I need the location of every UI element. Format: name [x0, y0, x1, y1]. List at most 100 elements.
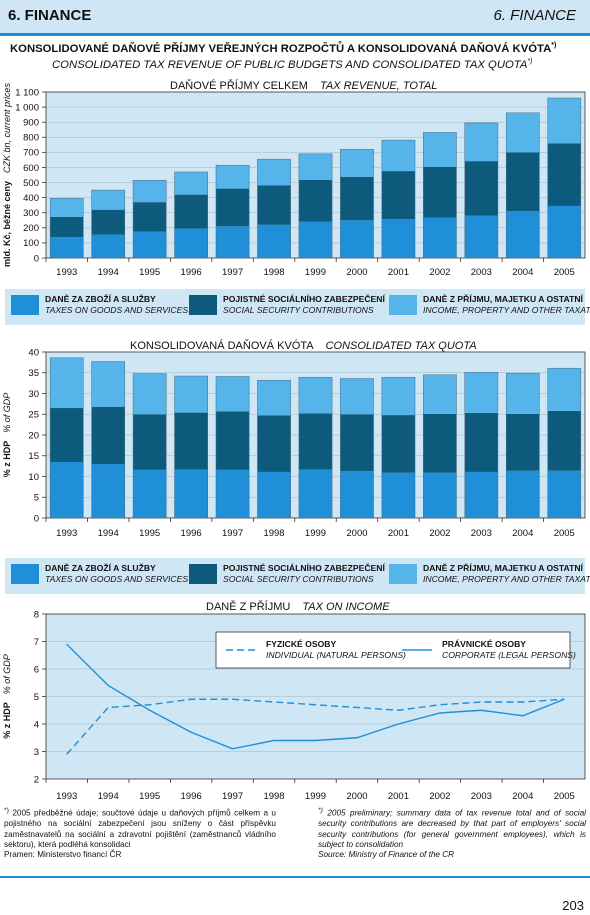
x-tick-label: 2004	[512, 791, 533, 802]
bar-segment	[340, 471, 374, 518]
bar-outline	[464, 372, 499, 519]
page-number: 203	[562, 898, 584, 913]
bar-segment	[506, 152, 540, 212]
bar-segment	[381, 472, 416, 518]
y-tick-label: 30	[28, 389, 39, 400]
bar-outline	[49, 198, 84, 259]
x-tick-label: 1999	[305, 528, 326, 539]
bar-segment	[91, 234, 125, 258]
x-tick-label: 2001	[388, 267, 409, 278]
bar-segment	[215, 165, 250, 189]
legend-label-cz: DANĚ ZA ZBOŽÍ A SLUŽBY	[45, 294, 156, 304]
y-tick-label: 7	[34, 637, 39, 648]
bar-outline	[547, 97, 582, 259]
bar-segment	[340, 378, 374, 415]
x-tick-label: 1995	[139, 528, 160, 539]
x-tick-label: 2003	[471, 528, 492, 539]
bar-outline	[49, 357, 84, 519]
bar-segment	[547, 143, 581, 206]
y-tick-label: 3	[34, 747, 39, 758]
bar-segment	[91, 464, 125, 518]
bar-segment	[464, 413, 498, 472]
bar-outline	[464, 122, 499, 259]
bar-segment	[133, 469, 167, 518]
bar-outline	[132, 373, 167, 519]
x-tick-label: 2000	[346, 528, 367, 539]
legend-label-en: INCOME, PROPERTY AND OTHER TAXATION	[423, 305, 590, 315]
x-tick-label: 1994	[98, 528, 119, 539]
bar-segment	[547, 410, 581, 471]
x-tick-label: 1998	[263, 791, 284, 802]
bar-segment	[423, 166, 457, 218]
legend-label-cz: FYZICKÉ OSOBY	[266, 639, 336, 649]
legend-label-cz: POJISTNÉ SOCIÁLNÍHO ZABEZPEČENÍ	[223, 294, 385, 304]
y-tick-label: 25	[28, 410, 39, 421]
x-tick-label: 1995	[139, 791, 160, 802]
y-tick-label: 500	[23, 178, 39, 189]
bar-segment	[506, 211, 540, 258]
bar-segment	[298, 469, 333, 518]
y-tick-label: 20	[28, 430, 39, 441]
x-tick-label: 1999	[305, 791, 326, 802]
y-tick-label: 4	[34, 719, 39, 730]
bar-outline	[91, 361, 126, 519]
bar-outline	[423, 374, 457, 519]
y-tick-label: 15	[28, 451, 39, 462]
x-tick-label: 1994	[98, 791, 119, 802]
legend-swatch	[11, 564, 39, 584]
x-tick-label: 2005	[554, 791, 575, 802]
bar-segment	[423, 413, 457, 473]
bar-segment	[215, 469, 250, 518]
header-divider	[0, 33, 590, 36]
y-axis-label-en: % of GDP	[2, 393, 12, 433]
legend-swatch	[189, 564, 217, 584]
x-tick-label: 1996	[181, 528, 202, 539]
bar-segment	[133, 231, 167, 258]
legend-swatch	[389, 564, 417, 584]
bar-segment	[464, 215, 498, 258]
bar-segment	[50, 237, 84, 258]
bar-outline	[215, 164, 250, 259]
bar-segment	[423, 472, 457, 518]
bar-segment	[506, 413, 540, 471]
legend-label-cz: DANĚ ZA ZBOŽÍ A SLUŽBY	[45, 563, 156, 573]
x-tick-label: 1998	[263, 267, 284, 278]
y-tick-label: 10	[28, 472, 39, 483]
bar-segment	[174, 171, 208, 195]
corporate-line	[66, 643, 565, 750]
bar-segment	[91, 406, 125, 465]
bar-segment	[381, 171, 416, 220]
bar-segment	[174, 376, 208, 413]
legend-label-en: SOCIAL SECURITY CONTRIBUTIONS	[223, 574, 374, 584]
line-legend-box	[215, 631, 571, 669]
x-tick-label: 2002	[429, 528, 450, 539]
bar-segment	[257, 415, 291, 472]
section-title-cz: 6. FINANCE	[8, 7, 92, 24]
bar-segment	[340, 414, 374, 472]
x-tick-label: 1997	[222, 528, 243, 539]
x-tick-label: 2005	[554, 528, 575, 539]
bar-segment	[257, 159, 291, 186]
legend-label-cz: PRÁVNICKÉ OSOBY	[442, 639, 526, 649]
chart3-title: DANĚ Z PŘÍJMU TAX ON INCOME	[206, 601, 390, 613]
bar-outline	[174, 171, 208, 259]
x-tick-label: 1995	[139, 267, 160, 278]
y-tick-label: 5	[34, 692, 39, 703]
bar-segment	[133, 414, 167, 470]
bar-segment	[506, 373, 540, 414]
chart2-title: KONSOLIDOVANÁ DAŇOVÁ KVÓTA CONSOLIDATED T…	[130, 340, 477, 352]
bar-segment	[506, 112, 540, 153]
bar-segment	[257, 185, 291, 225]
bar-outline	[505, 112, 540, 259]
x-tick-label: 2001	[388, 791, 409, 802]
x-tick-label: 2003	[471, 267, 492, 278]
legend-label-cz: DANĚ Z PŘÍJMU, MAJETKU A OSTATNÍ	[423, 294, 583, 304]
bar-segment	[50, 198, 84, 217]
bar-segment	[50, 408, 84, 462]
bar-segment	[174, 194, 208, 229]
y-tick-label: 1 100	[15, 87, 39, 98]
x-tick-label: 1993	[56, 791, 77, 802]
bar-segment	[257, 471, 291, 518]
y-axis-label-en: CZK bn, current prices	[2, 82, 12, 173]
